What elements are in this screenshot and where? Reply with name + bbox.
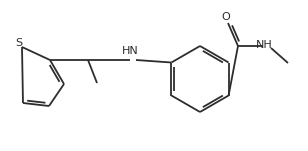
Text: NH: NH [256, 40, 272, 50]
Text: S: S [15, 38, 22, 48]
Text: HN: HN [122, 46, 138, 56]
Text: O: O [222, 12, 230, 22]
